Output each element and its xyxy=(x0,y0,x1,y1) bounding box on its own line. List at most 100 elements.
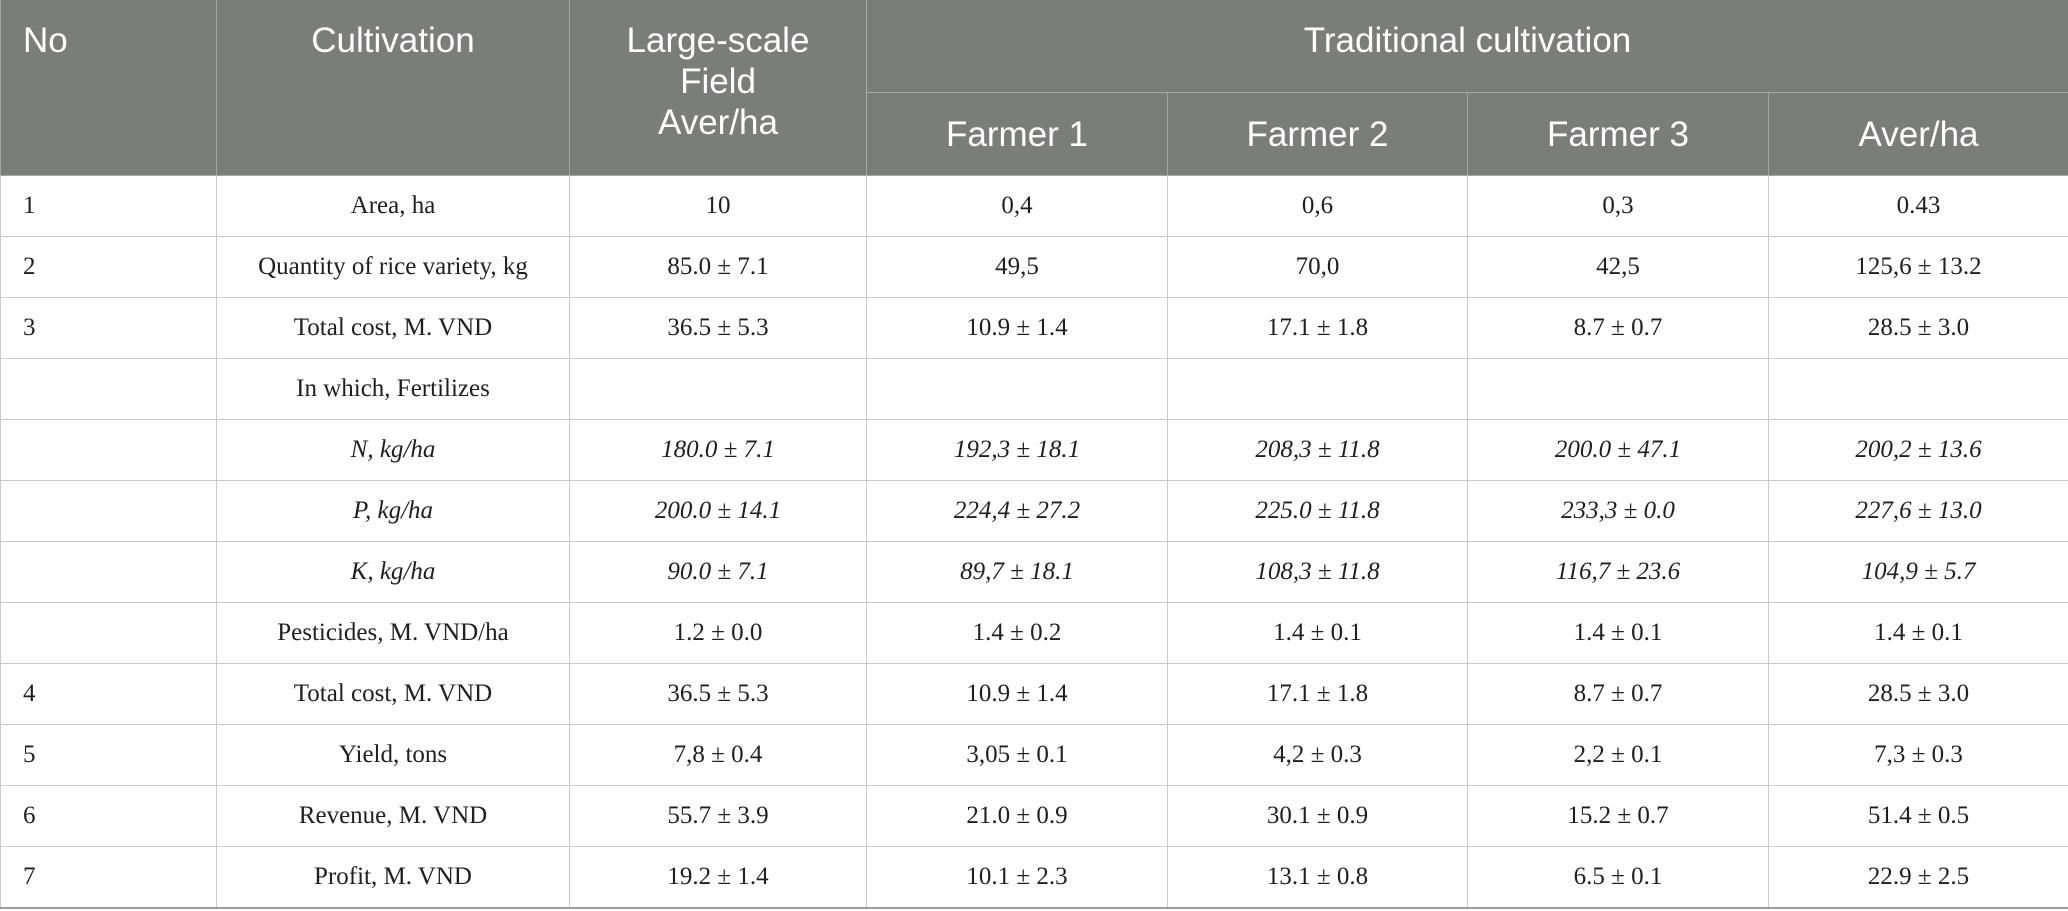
cell-no: 7 xyxy=(0,846,217,909)
cell-average: 1.4 ± 0.1 xyxy=(1767,602,2068,664)
cell-farmer-1: 0,4 xyxy=(866,175,1168,237)
cell-farmer-1: 10.9 ± 1.4 xyxy=(866,297,1168,359)
cell-farmer-1: 10.1 ± 2.3 xyxy=(866,846,1168,909)
cell-farmer-2: 225.0 ± 11.8 xyxy=(1167,480,1468,542)
cell-large-scale: 10 xyxy=(569,175,867,237)
cell-farmer-3: 6.5 ± 0.1 xyxy=(1467,846,1769,909)
cell-large-scale: 1.2 ± 0.0 xyxy=(569,602,867,664)
cell-large-scale: 200.0 ± 14.1 xyxy=(569,480,867,542)
cell-farmer-3 xyxy=(1467,358,1769,420)
cell-farmer-1: 224,4 ± 27.2 xyxy=(866,480,1168,542)
cell-farmer-2: 208,3 ± 11.8 xyxy=(1167,419,1468,481)
cell-farmer-1: 3,05 ± 0.1 xyxy=(866,724,1168,786)
cell-farmer-2 xyxy=(1167,358,1468,420)
cell-large-scale: 7,8 ± 0.4 xyxy=(569,724,867,786)
cell-cultivation: In which, Fertilizes xyxy=(216,358,570,420)
header-large-scale-line1: Large-scale xyxy=(626,21,810,60)
cell-average: 7,3 ± 0.3 xyxy=(1767,724,2068,786)
table-header: No Cultivation Large-scale Field Aver/ha… xyxy=(0,0,2068,176)
table-row: 1 Area, ha 10 0,4 0,6 0,3 0.43 xyxy=(0,175,2068,237)
header-large-scale-line2: Field xyxy=(680,62,756,101)
cell-farmer-1: 1.4 ± 0.2 xyxy=(866,602,1168,664)
table-row: P, kg/ha 200.0 ± 14.1 224,4 ± 27.2 225.0… xyxy=(0,480,2068,542)
cell-no xyxy=(0,480,217,542)
cell-farmer-3: 1.4 ± 0.1 xyxy=(1467,602,1769,664)
cell-farmer-2: 17.1 ± 1.8 xyxy=(1167,297,1468,359)
table-body: 1 Area, ha 10 0,4 0,6 0,3 0.43 2 Quantit… xyxy=(0,175,2068,909)
cell-farmer-2: 1.4 ± 0.1 xyxy=(1167,602,1468,664)
cell-farmer-2: 0,6 xyxy=(1167,175,1468,237)
table-row: 7 Profit, M. VND 19.2 ± 1.4 10.1 ± 2.3 1… xyxy=(0,846,2068,909)
cell-average: 28.5 ± 3.0 xyxy=(1767,663,2068,725)
header-average-per-ha: Aver/ha xyxy=(1767,92,2068,176)
cell-large-scale: 55.7 ± 3.9 xyxy=(569,785,867,847)
cell-no xyxy=(0,419,217,481)
cell-farmer-2: 30.1 ± 0.9 xyxy=(1167,785,1468,847)
cell-cultivation: Yield, tons xyxy=(216,724,570,786)
cell-no: 3 xyxy=(0,297,217,359)
cell-no: 2 xyxy=(0,236,217,298)
cell-average: 51.4 ± 0.5 xyxy=(1767,785,2068,847)
cell-farmer-1: 21.0 ± 0.9 xyxy=(866,785,1168,847)
table-row: 4 Total cost, M. VND 36.5 ± 5.3 10.9 ± 1… xyxy=(0,663,2068,725)
table-row: N, kg/ha 180.0 ± 7.1 192,3 ± 18.1 208,3 … xyxy=(0,419,2068,481)
cell-farmer-3: 8.7 ± 0.7 xyxy=(1467,663,1769,725)
cell-average xyxy=(1767,358,2068,420)
cell-large-scale xyxy=(569,358,867,420)
header-no: No xyxy=(0,0,217,176)
cell-average: 22.9 ± 2.5 xyxy=(1767,846,2068,909)
cell-farmer-3: 0,3 xyxy=(1467,175,1769,237)
cell-farmer-1: 49,5 xyxy=(866,236,1168,298)
cell-cultivation: P, kg/ha xyxy=(216,480,570,542)
cell-average: 200,2 ± 13.6 xyxy=(1767,419,2068,481)
cell-large-scale: 180.0 ± 7.1 xyxy=(569,419,867,481)
cell-farmer-2: 108,3 ± 11.8 xyxy=(1167,541,1468,603)
cell-farmer-1: 192,3 ± 18.1 xyxy=(866,419,1168,481)
cell-farmer-2: 17.1 ± 1.8 xyxy=(1167,663,1468,725)
cell-large-scale: 36.5 ± 5.3 xyxy=(569,663,867,725)
cell-cultivation: Area, ha xyxy=(216,175,570,237)
cell-farmer-3: 116,7 ± 23.6 xyxy=(1467,541,1769,603)
header-farmer-1: Farmer 1 xyxy=(866,92,1168,176)
cell-large-scale: 90.0 ± 7.1 xyxy=(569,541,867,603)
cell-farmer-2: 4,2 ± 0.3 xyxy=(1167,724,1468,786)
cell-cultivation: Quantity of rice variety, kg xyxy=(216,236,570,298)
cell-cultivation: K, kg/ha xyxy=(216,541,570,603)
header-cultivation: Cultivation xyxy=(216,0,570,176)
table-row: K, kg/ha 90.0 ± 7.1 89,7 ± 18.1 108,3 ± … xyxy=(0,541,2068,603)
cell-no: 4 xyxy=(0,663,217,725)
cell-average: 104,9 ± 5.7 xyxy=(1767,541,2068,603)
cell-farmer-3: 15.2 ± 0.7 xyxy=(1467,785,1769,847)
cell-average: 28.5 ± 3.0 xyxy=(1767,297,2068,359)
header-traditional-cultivation: Traditional cultivation xyxy=(865,0,2068,93)
header-large-scale-line3: Aver/ha xyxy=(658,103,778,142)
cell-farmer-3: 8.7 ± 0.7 xyxy=(1467,297,1769,359)
cell-farmer-1 xyxy=(866,358,1168,420)
cell-farmer-3: 233,3 ± 0.0 xyxy=(1467,480,1769,542)
cell-farmer-3: 42,5 xyxy=(1467,236,1769,298)
cell-no: 6 xyxy=(0,785,217,847)
cell-no: 1 xyxy=(0,175,217,237)
header-farmer-3: Farmer 3 xyxy=(1467,92,1769,176)
cell-no xyxy=(0,541,217,603)
cell-cultivation: Revenue, M. VND xyxy=(216,785,570,847)
table-row: 6 Revenue, M. VND 55.7 ± 3.9 21.0 ± 0.9 … xyxy=(0,785,2068,847)
cell-average: 0.43 xyxy=(1767,175,2068,237)
cell-cultivation: Pesticides, M. VND/ha xyxy=(216,602,570,664)
cell-farmer-2: 70,0 xyxy=(1167,236,1468,298)
cell-large-scale: 85.0 ± 7.1 xyxy=(569,236,867,298)
header-large-scale-field: Large-scale Field Aver/ha xyxy=(569,0,867,176)
cell-farmer-3: 2,2 ± 0.1 xyxy=(1467,724,1769,786)
cell-farmer-1: 10.9 ± 1.4 xyxy=(866,663,1168,725)
cell-cultivation: Total cost, M. VND xyxy=(216,663,570,725)
cell-no xyxy=(0,602,217,664)
cell-average: 227,6 ± 13.0 xyxy=(1767,480,2068,542)
header-farmer-2: Farmer 2 xyxy=(1167,92,1468,176)
cell-large-scale: 19.2 ± 1.4 xyxy=(569,846,867,909)
cell-farmer-2: 13.1 ± 0.8 xyxy=(1167,846,1468,909)
cell-cultivation: Profit, M. VND xyxy=(216,846,570,909)
table-row: 5 Yield, tons 7,8 ± 0.4 3,05 ± 0.1 4,2 ±… xyxy=(0,724,2068,786)
cell-no: 5 xyxy=(0,724,217,786)
